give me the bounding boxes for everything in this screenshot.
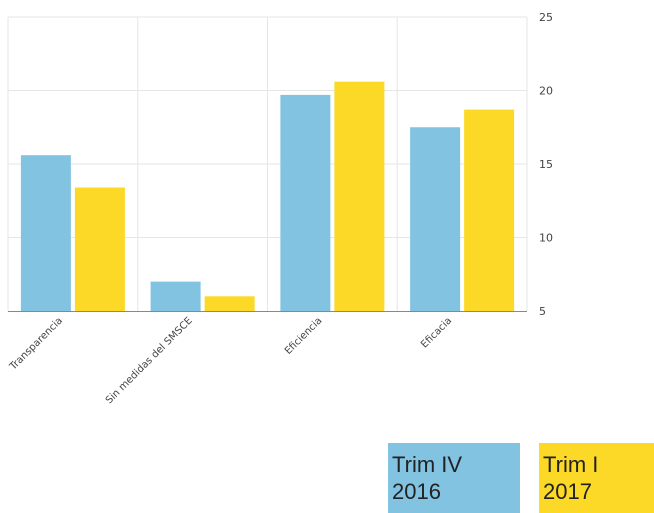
bar[interactable] [74, 187, 125, 311]
x-tick-label: Sin medidas del SMSCE [104, 315, 195, 406]
x-tick-label: Eficacia [419, 315, 454, 350]
legend-label-line2: 2016 [392, 479, 441, 504]
bar[interactable] [204, 296, 255, 311]
bar[interactable] [20, 155, 71, 311]
y-axis-ticks: 5 10 15 20 25 [539, 11, 553, 318]
bar[interactable] [410, 127, 461, 311]
bar[interactable] [464, 109, 515, 311]
bar[interactable] [334, 81, 385, 312]
x-axis-labels: Transparencia Sin medidas del SMSCE Eficie… [7, 315, 454, 406]
gridlines [7, 16, 528, 311]
x-tick-label: Eficiencia [283, 315, 325, 357]
legend-item-trim-i-2017[interactable]: Trim I 2017 [539, 443, 654, 513]
bar[interactable] [150, 281, 201, 311]
y-tick-label: 10 [539, 232, 553, 245]
legend-label-line2: 2017 [543, 479, 592, 504]
legend-label-line1: Trim I [543, 452, 599, 477]
y-tick-label: 15 [539, 158, 553, 171]
x-tick-label: Transparencia [7, 315, 65, 373]
y-tick-label: 25 [539, 11, 553, 24]
y-tick-label: 5 [539, 305, 546, 318]
legend-label-line1: Trim IV [392, 452, 463, 477]
bar-chart: 5 10 15 20 25 Transparencia Sin medidas del S… [7, 11, 553, 406]
legend-item-trim-iv-2016[interactable]: Trim IV 2016 [388, 443, 520, 513]
bar[interactable] [280, 94, 331, 311]
bars [20, 81, 515, 312]
y-tick-label: 20 [539, 85, 553, 98]
